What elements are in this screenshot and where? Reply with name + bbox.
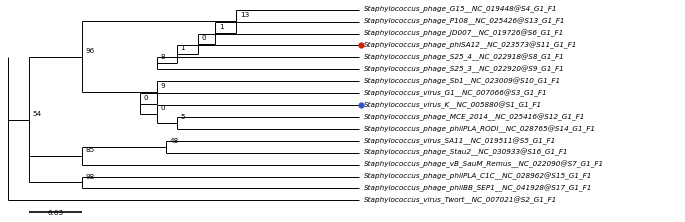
Text: Staphylococcus_phage_S25_4__NC_022918@S8_G1_F1: Staphylococcus_phage_S25_4__NC_022918@S8… — [364, 54, 565, 61]
Text: 48: 48 — [170, 138, 179, 144]
Text: 98: 98 — [86, 174, 95, 180]
Text: Staphylococcus_phage_philBB_SEP1__NC_041928@S17_G1_F1: Staphylococcus_phage_philBB_SEP1__NC_041… — [364, 185, 593, 192]
Text: Staphylococcus_virus_G1__NC_007066@S3_G1_F1: Staphylococcus_virus_G1__NC_007066@S3_G1… — [364, 89, 548, 97]
Text: Staphylococcus_phage_vB_SauM_Remus__NC_022090@S7_G1_F1: Staphylococcus_phage_vB_SauM_Remus__NC_0… — [364, 161, 605, 168]
Text: 1: 1 — [180, 46, 185, 52]
Text: 0: 0 — [143, 95, 148, 101]
Text: 85: 85 — [86, 147, 95, 153]
Text: Staphylococcus_virus_Twort__NC_007021@S2_G1_F1: Staphylococcus_virus_Twort__NC_007021@S2… — [364, 197, 558, 204]
Text: 9: 9 — [161, 83, 166, 89]
Text: Staphylococcus_phage_S25_3__NC_022920@S9_G1_F1: Staphylococcus_phage_S25_3__NC_022920@S9… — [364, 65, 565, 73]
Text: 8: 8 — [161, 54, 166, 60]
Text: 0: 0 — [161, 105, 166, 111]
Text: Staphylococcus_phage_JD007__NC_019726@S6_G1_F1: Staphylococcus_phage_JD007__NC_019726@S6… — [364, 30, 564, 37]
Text: Staphylococcus_phage_philPLA_RODI__NC_028765@S14_G1_F1: Staphylococcus_phage_philPLA_RODI__NC_02… — [364, 125, 597, 133]
Text: Staphylococcus_phage_Stau2__NC_030933@S16_G1_F1: Staphylococcus_phage_Stau2__NC_030933@S1… — [364, 149, 569, 157]
Text: 13: 13 — [240, 12, 249, 18]
Text: 5: 5 — [180, 114, 185, 120]
Text: Staphylococcus_phage_P108__NC_025426@S13_G1_F1: Staphylococcus_phage_P108__NC_025426@S13… — [364, 18, 566, 25]
Text: 0: 0 — [201, 35, 206, 41]
Text: Staphylococcus_phage_Sb1__NC_023009@S10_G1_F1: Staphylococcus_phage_Sb1__NC_023009@S10_… — [364, 77, 562, 85]
Text: Staphylococcus_virus_K__NC_005880@S1_G1_F1: Staphylococcus_virus_K__NC_005880@S1_G1_… — [364, 101, 543, 109]
Text: Staphylococcus_phage_G15__NC_019448@S4_G1_F1: Staphylococcus_phage_G15__NC_019448@S4_G… — [364, 6, 558, 14]
Text: 54: 54 — [33, 111, 42, 117]
Text: Staphylococcus_phage_philPLA_C1C__NC_028962@S15_G1_F1: Staphylococcus_phage_philPLA_C1C__NC_028… — [364, 173, 593, 180]
Text: Staphylococcus_virus_SA11__NC_019511@S5_G1_F1: Staphylococcus_virus_SA11__NC_019511@S5_… — [364, 137, 557, 145]
Text: Staphylococcus_phage_phiSA12__NC_023573@S11_G1_F1: Staphylococcus_phage_phiSA12__NC_023573@… — [364, 42, 577, 49]
Text: 0.03: 0.03 — [48, 210, 64, 216]
Text: Staphylococcus_phage_MCE_2014__NC_025416@S12_G1_F1: Staphylococcus_phage_MCE_2014__NC_025416… — [364, 113, 586, 121]
Text: 1: 1 — [219, 24, 223, 30]
Text: 96: 96 — [86, 48, 95, 54]
